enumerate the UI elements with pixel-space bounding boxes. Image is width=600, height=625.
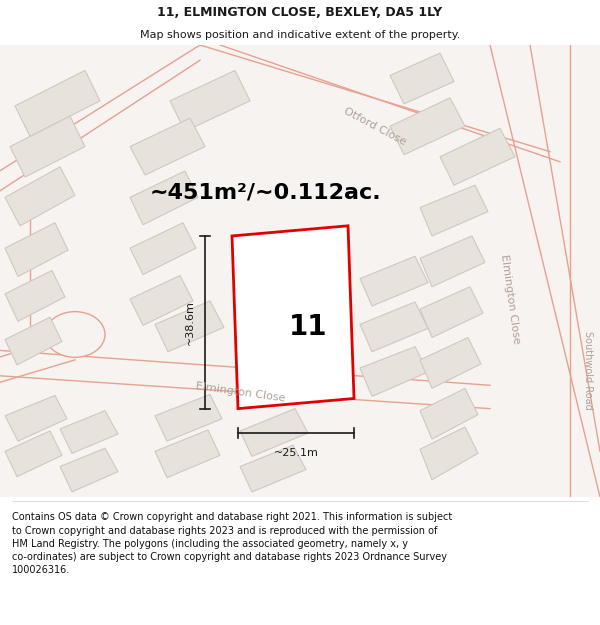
Polygon shape: [5, 318, 62, 365]
Polygon shape: [360, 256, 428, 306]
Text: ~451m²/~0.112ac.: ~451m²/~0.112ac.: [150, 182, 382, 203]
Polygon shape: [130, 118, 205, 175]
Polygon shape: [420, 338, 481, 388]
Polygon shape: [232, 226, 354, 409]
Polygon shape: [155, 301, 224, 352]
Polygon shape: [0, 350, 490, 409]
Polygon shape: [390, 98, 465, 155]
Polygon shape: [5, 271, 65, 321]
Polygon shape: [390, 53, 454, 104]
Polygon shape: [490, 45, 600, 497]
Text: 11, ELMINGTON CLOSE, BEXLEY, DA5 1LY: 11, ELMINGTON CLOSE, BEXLEY, DA5 1LY: [157, 6, 443, 19]
Polygon shape: [155, 430, 220, 478]
Polygon shape: [130, 222, 196, 274]
Text: Otford Close: Otford Close: [342, 106, 408, 147]
Polygon shape: [60, 448, 118, 492]
Polygon shape: [200, 30, 550, 167]
Ellipse shape: [45, 312, 105, 358]
Text: Elmington Close: Elmington Close: [499, 254, 521, 344]
Polygon shape: [60, 411, 118, 453]
Text: Contains OS data © Crown copyright and database right 2021. This information is : Contains OS data © Crown copyright and d…: [12, 512, 452, 575]
Polygon shape: [440, 128, 515, 185]
Polygon shape: [5, 167, 75, 226]
Text: Southwold Road: Southwold Road: [583, 331, 593, 409]
Polygon shape: [360, 302, 428, 352]
Polygon shape: [240, 409, 308, 456]
Text: ~25.1m: ~25.1m: [274, 448, 319, 458]
Polygon shape: [5, 396, 67, 441]
Polygon shape: [0, 45, 200, 198]
Polygon shape: [420, 287, 483, 338]
Polygon shape: [155, 394, 222, 441]
Polygon shape: [130, 171, 198, 225]
Polygon shape: [420, 236, 485, 287]
Polygon shape: [570, 45, 600, 497]
Polygon shape: [170, 71, 250, 131]
Text: 11: 11: [289, 313, 327, 341]
Polygon shape: [15, 71, 100, 136]
Polygon shape: [0, 192, 30, 355]
Polygon shape: [130, 276, 193, 326]
Polygon shape: [420, 427, 478, 480]
Polygon shape: [420, 185, 488, 236]
Polygon shape: [10, 116, 85, 177]
Text: ~38.6m: ~38.6m: [185, 300, 195, 345]
Polygon shape: [240, 445, 306, 492]
Polygon shape: [240, 315, 308, 365]
Polygon shape: [420, 388, 478, 439]
Polygon shape: [5, 222, 68, 277]
Polygon shape: [0, 334, 75, 385]
Polygon shape: [360, 347, 428, 396]
Polygon shape: [5, 431, 62, 477]
Text: Elmington Close: Elmington Close: [194, 381, 286, 404]
Text: Map shows position and indicative extent of the property.: Map shows position and indicative extent…: [140, 30, 460, 40]
